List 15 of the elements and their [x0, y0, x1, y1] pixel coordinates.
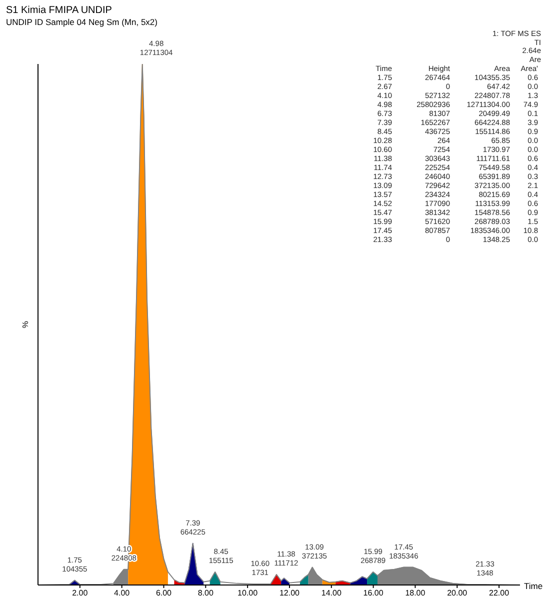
- x-tick-label: 14.00: [321, 588, 342, 598]
- x-tick-label: 20.00: [447, 588, 468, 598]
- x-tick-label: 2.00: [72, 588, 88, 598]
- x-tick-label: 22.00: [489, 588, 510, 598]
- x-tick-label: 10.00: [238, 588, 258, 598]
- y-axis-title: %: [21, 320, 30, 328]
- x-tick-label: 6.00: [156, 588, 172, 598]
- chart-title: S1 Kimia FMIPA UNDIP: [6, 5, 112, 16]
- x-axis-title: Time: [524, 581, 543, 591]
- x-tick-label: 12.00: [279, 588, 300, 598]
- chart-subtitle: UNDIP ID Sample 04 Neg Sm (Mn, 5x2): [6, 17, 158, 27]
- x-tick-label: 18.00: [405, 588, 426, 598]
- x-tick-label: 8.00: [198, 588, 214, 598]
- x-tick-label: 16.00: [363, 588, 384, 598]
- x-tick-label: 4.00: [114, 588, 130, 598]
